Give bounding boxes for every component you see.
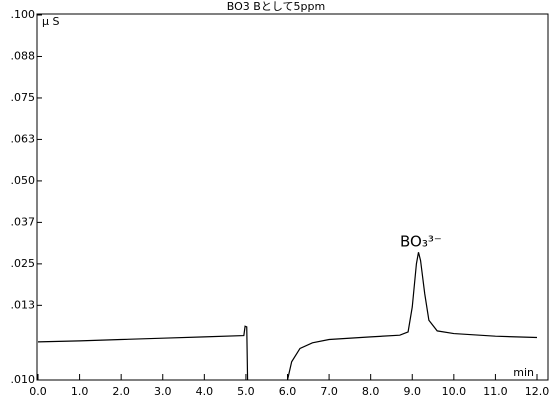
x-tick-label: 10.0	[442, 385, 467, 398]
y-axis-label: μ S	[42, 15, 59, 28]
y-tick-label: .063	[11, 132, 36, 145]
x-tick-label: 8.0	[362, 385, 380, 398]
x-tick-label: 3.0	[154, 385, 172, 398]
x-tick-label: 12.0	[525, 385, 550, 398]
y-tick-label: .088	[11, 49, 36, 62]
y-tick-label: .075	[11, 91, 36, 104]
x-tick-label: 9.0	[404, 385, 422, 398]
data-line	[37, 252, 538, 381]
x-tick-label: 2.0	[112, 385, 130, 398]
x-tick-label: 11.0	[483, 385, 508, 398]
y-tick-label: .025	[11, 257, 36, 270]
x-axis-label: min	[513, 366, 534, 379]
y-tick-label: .050	[11, 174, 36, 187]
x-tick-label: 4.0	[196, 385, 214, 398]
x-tick-label: 6.0	[279, 385, 297, 398]
x-tick-label: 5.0	[237, 385, 255, 398]
plot-frame	[36, 13, 549, 381]
x-tick-label: 1.0	[71, 385, 89, 398]
x-tick-label: 0.0	[29, 385, 47, 398]
x-tick-label: 7.0	[320, 385, 338, 398]
y-tick-label: .037	[11, 215, 36, 228]
y-tick-label: .010	[11, 373, 36, 386]
y-tick-label: .013	[11, 298, 36, 311]
chart-title: BO3 Bとして5ppm	[227, 0, 325, 13]
peak-annotation: BO₃³⁻	[400, 233, 442, 251]
y-tick-label: .100	[11, 8, 36, 21]
